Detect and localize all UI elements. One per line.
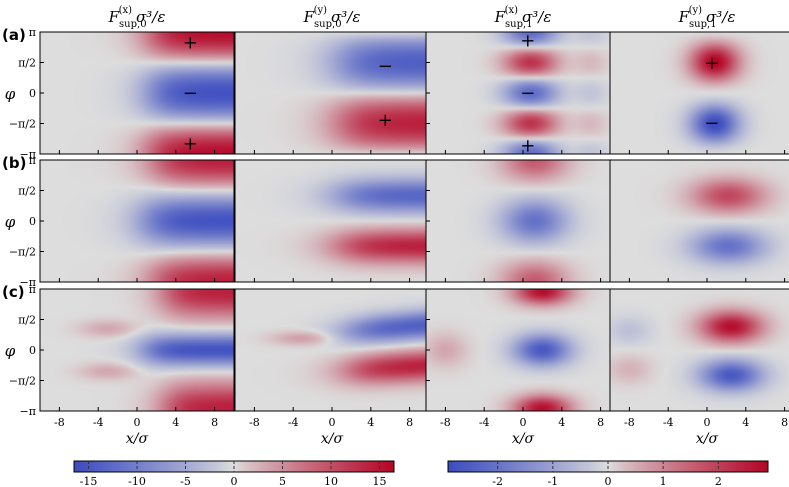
heatmap-panel-1-0 bbox=[40, 160, 234, 282]
x-tick-label: 0 bbox=[520, 416, 527, 429]
y-tick-label: π bbox=[29, 154, 36, 167]
sign-annotation: − bbox=[183, 83, 198, 104]
column-title: Fsup,1(x) σ³/ε bbox=[494, 5, 552, 30]
x-tick-label: 0 bbox=[134, 416, 141, 429]
sign-annotation: + bbox=[520, 135, 535, 156]
colorbar-tick-label: -5 bbox=[180, 475, 191, 487]
sign-annotation: + bbox=[520, 31, 535, 52]
y-tick-label: 0 bbox=[29, 215, 36, 228]
sign-annotation: + bbox=[704, 53, 719, 74]
sign-annotation: − bbox=[520, 83, 535, 104]
y-tick-label: −π/2 bbox=[9, 375, 36, 388]
y-axis-label: φ bbox=[5, 213, 16, 231]
y-tick-label: −π/2 bbox=[9, 246, 36, 259]
y-tick-label: π bbox=[29, 283, 36, 296]
x-tick-label: -4 bbox=[93, 416, 104, 429]
colorbar-tick-label: -2 bbox=[492, 475, 503, 487]
x-tick-label: 4 bbox=[172, 416, 179, 429]
heatmap-panel-0-2 bbox=[426, 32, 620, 154]
x-axis-label: x/σ bbox=[696, 431, 719, 447]
x-axis-label: x/σ bbox=[126, 431, 149, 447]
y-tick-label: π bbox=[29, 26, 36, 39]
sign-annotation: + bbox=[183, 33, 198, 54]
colorbar-tick-label: 0 bbox=[605, 475, 612, 487]
y-tick-label: π/2 bbox=[18, 185, 36, 198]
colorbar-tick-label: 10 bbox=[324, 475, 338, 487]
heatmap-panel-1-2 bbox=[426, 160, 620, 282]
panel-grid bbox=[39, 31, 789, 412]
x-tick-label: -4 bbox=[663, 416, 674, 429]
x-tick-label: -4 bbox=[288, 416, 299, 429]
y-tick-label: −π bbox=[20, 276, 36, 289]
x-tick-label: 8 bbox=[597, 416, 604, 429]
heatmap-panel-0-1 bbox=[235, 32, 429, 154]
sign-annotations: + − + − + + − + + − bbox=[183, 31, 720, 157]
heatmap-panel-1-1 bbox=[235, 160, 429, 282]
x-axis-label: x/σ bbox=[321, 431, 344, 447]
x-tick-label: 0 bbox=[704, 416, 711, 429]
sign-annotation: + bbox=[183, 133, 198, 154]
sign-annotation: + bbox=[378, 110, 393, 131]
colorbar-tick-label: 2 bbox=[715, 475, 722, 487]
heatmap-panel-2-3 bbox=[610, 289, 789, 411]
y-tick-label: −π/2 bbox=[9, 118, 36, 131]
axes: π π/2 0 −π/2 −π φ π π/2 0 −π/2 −π φ π π/2 0 −π/2 −π φ -8 -4… bbox=[5, 26, 788, 447]
colorbar-tick-label: -10 bbox=[128, 475, 146, 487]
colorbar-tick-label: 5 bbox=[279, 475, 286, 487]
y-tick-label: 0 bbox=[29, 87, 36, 100]
y-tick-label: −π bbox=[20, 405, 36, 418]
heatmap-panel-1-3 bbox=[610, 160, 789, 282]
x-tick-label: 0 bbox=[329, 416, 336, 429]
colorbars: -15 -10 -5 0 5 10 15 -2 -1 0 1 2 bbox=[73, 460, 769, 487]
y-axis-label: φ bbox=[5, 85, 16, 103]
x-tick-label: 8 bbox=[211, 416, 218, 429]
column-title: Fsup,0(x) σ³/ε bbox=[108, 5, 166, 30]
colorbar-tick-label: 1 bbox=[660, 475, 667, 487]
x-axis-label: x/σ bbox=[512, 431, 535, 447]
y-tick-label: 0 bbox=[29, 344, 36, 357]
colorbar-tick-label: -1 bbox=[547, 475, 558, 487]
x-tick-label: 8 bbox=[781, 416, 788, 429]
sign-annotation: − bbox=[704, 113, 719, 134]
colorbar-tick-label: -15 bbox=[80, 475, 98, 487]
row-label: (a) bbox=[2, 26, 26, 44]
row-label: (c) bbox=[2, 283, 25, 301]
x-tick-label: 4 bbox=[558, 416, 565, 429]
column-title: Fsup,0(y) σ³/ε bbox=[303, 5, 361, 30]
heatmap-panel-0-0 bbox=[40, 32, 234, 154]
heatmap-panel-2-0 bbox=[40, 289, 234, 411]
y-axis-label: φ bbox=[5, 342, 16, 360]
x-tick-label: 8 bbox=[406, 416, 413, 429]
x-tick-label: -4 bbox=[479, 416, 490, 429]
y-tick-label: π/2 bbox=[18, 57, 36, 70]
heatmap-panel-2-2 bbox=[426, 289, 620, 411]
x-tick-label: 4 bbox=[742, 416, 749, 429]
row-labels: (a) (b) (c) bbox=[2, 26, 26, 301]
column-titles: Fsup,0(x) σ³/ε Fsup,0(y) σ³/ε Fsup,1(x) σ³/ε F… bbox=[108, 5, 736, 30]
row-label: (b) bbox=[2, 154, 26, 172]
column-title: Fsup,1(y) σ³/ε bbox=[678, 5, 736, 30]
x-tick-label: -8 bbox=[249, 416, 260, 429]
x-tick-label: -8 bbox=[440, 416, 451, 429]
heatmap-panel-2-1 bbox=[235, 289, 429, 411]
y-tick-label: −π bbox=[20, 148, 36, 161]
y-tick-label: π/2 bbox=[18, 314, 36, 327]
x-tick-label: 4 bbox=[367, 416, 374, 429]
x-tick-label: -8 bbox=[624, 416, 635, 429]
heatmap-panel-0-3 bbox=[610, 32, 789, 154]
sign-annotation: − bbox=[378, 56, 393, 77]
colorbar-tick-label: 0 bbox=[231, 475, 238, 487]
x-tick-label: -8 bbox=[54, 416, 65, 429]
colorbar-tick-label: 15 bbox=[372, 475, 386, 487]
